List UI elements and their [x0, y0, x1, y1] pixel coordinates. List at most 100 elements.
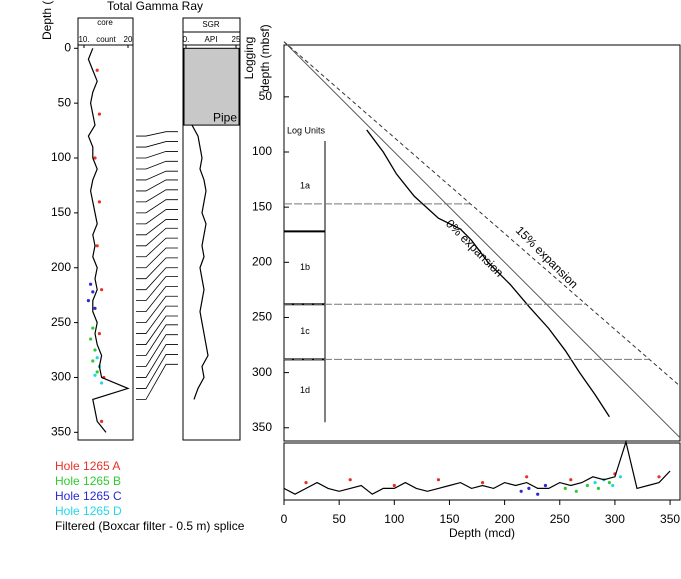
x-tick-label: 0	[281, 512, 288, 526]
log-unit-label: 1a	[300, 181, 310, 191]
tie-line	[136, 344, 178, 378]
hole-point	[611, 483, 615, 488]
hole-point	[525, 475, 529, 479]
tie-line	[136, 354, 178, 389]
x-tick-label: 300	[605, 512, 625, 526]
tie-line	[136, 209, 178, 225]
y-tick-label: 350	[51, 424, 71, 438]
legend-entry: Hole 1265 C	[55, 489, 122, 503]
y-axis-label: Depth (mcd)	[40, 0, 54, 40]
hole-point	[304, 481, 308, 485]
hole-point	[527, 486, 531, 490]
hole-point	[95, 68, 99, 72]
hole-point	[97, 112, 101, 116]
legend-entry: Hole 1265 A	[55, 459, 120, 473]
hole-point	[596, 486, 600, 490]
pipe-zone	[183, 47, 240, 126]
log-units-title: Log Units	[287, 125, 326, 135]
header: core	[97, 18, 113, 27]
tie-line	[136, 324, 178, 356]
hole-point	[348, 478, 352, 482]
tie-line	[136, 170, 178, 181]
hole-point	[543, 483, 548, 488]
hole-point	[100, 419, 104, 423]
core-frame	[77, 17, 134, 441]
y-tick-label: 250	[252, 310, 272, 324]
y-tick-label: 100	[252, 144, 272, 158]
hole-point	[563, 486, 567, 490]
y-tick-label: 50	[259, 89, 273, 103]
track-frame	[283, 442, 681, 501]
hole-point	[100, 381, 104, 385]
hole-point	[89, 337, 93, 341]
sgr-trace	[191, 124, 209, 400]
hole-point	[436, 478, 441, 482]
y-tick-label: 50	[58, 95, 72, 109]
hole-point	[93, 373, 97, 377]
tie-line	[136, 257, 178, 280]
x-tick-label: 50	[332, 512, 346, 526]
x-tick-label: 10.	[78, 35, 89, 44]
hole-point	[91, 359, 95, 363]
tie-line	[136, 219, 178, 236]
x-tick-label: 350	[660, 512, 680, 526]
hole-point	[95, 356, 99, 360]
header: SGR	[202, 20, 220, 29]
x-tick-label: 25	[232, 35, 241, 44]
y-tick-label: 150	[252, 199, 272, 213]
legend-entry: Filtered (Boxcar filter - 0.5 m) splice	[55, 519, 245, 533]
y-tick-label: 250	[51, 315, 71, 329]
title: Total Gamma Ray	[107, 0, 203, 13]
hole-point	[607, 481, 612, 485]
tie-line	[136, 199, 178, 214]
tie-line	[136, 267, 178, 291]
legend-entry: Hole 1265 B	[55, 474, 121, 488]
y-tick-label: 100	[51, 150, 71, 164]
hole-point	[91, 326, 95, 330]
crossplot-frame	[283, 44, 681, 442]
hole-point	[91, 290, 95, 294]
hole-point	[574, 489, 578, 493]
hole-point	[569, 478, 573, 482]
y-axis-label: Logging	[242, 37, 256, 80]
tie-line	[136, 363, 178, 400]
x-tick-label: 100	[384, 512, 404, 526]
hole-point	[536, 492, 540, 496]
sgr-frame	[182, 17, 241, 441]
y-axis-label: depth (mbsf)	[258, 24, 272, 91]
hole-point	[585, 483, 589, 488]
x-tick-label: 200	[495, 512, 515, 526]
tie-line	[136, 189, 178, 203]
y-tick-label: 300	[252, 365, 272, 379]
tie-line	[136, 285, 178, 313]
tie-line	[136, 276, 178, 302]
tie-line	[136, 179, 178, 192]
hole-point	[93, 156, 97, 160]
tie-line	[136, 237, 178, 258]
expansion-line	[283, 41, 681, 387]
hole-point	[93, 306, 97, 310]
y-tick-label: 0	[64, 40, 71, 54]
log-unit-label: 1c	[300, 326, 310, 336]
depth-relation	[366, 129, 610, 418]
pipe-label: Pipe	[213, 110, 237, 124]
hole-point	[95, 244, 99, 248]
tie-line	[136, 160, 178, 170]
tie-line	[136, 131, 178, 137]
hole-point	[657, 475, 661, 479]
hole-point	[89, 282, 93, 286]
core-trace	[87, 48, 130, 433]
hole-point	[93, 348, 97, 352]
hole-point	[618, 475, 623, 479]
x-tick-label: 20	[124, 35, 133, 44]
y-tick-label: 300	[51, 370, 71, 384]
track-trace	[283, 439, 671, 495]
tie-line	[136, 227, 178, 247]
tie-line	[136, 305, 178, 334]
hole-point	[86, 299, 90, 303]
hole-point	[97, 200, 101, 204]
hole-point	[519, 489, 523, 493]
hole-point	[593, 481, 597, 485]
hole-point	[97, 331, 101, 336]
